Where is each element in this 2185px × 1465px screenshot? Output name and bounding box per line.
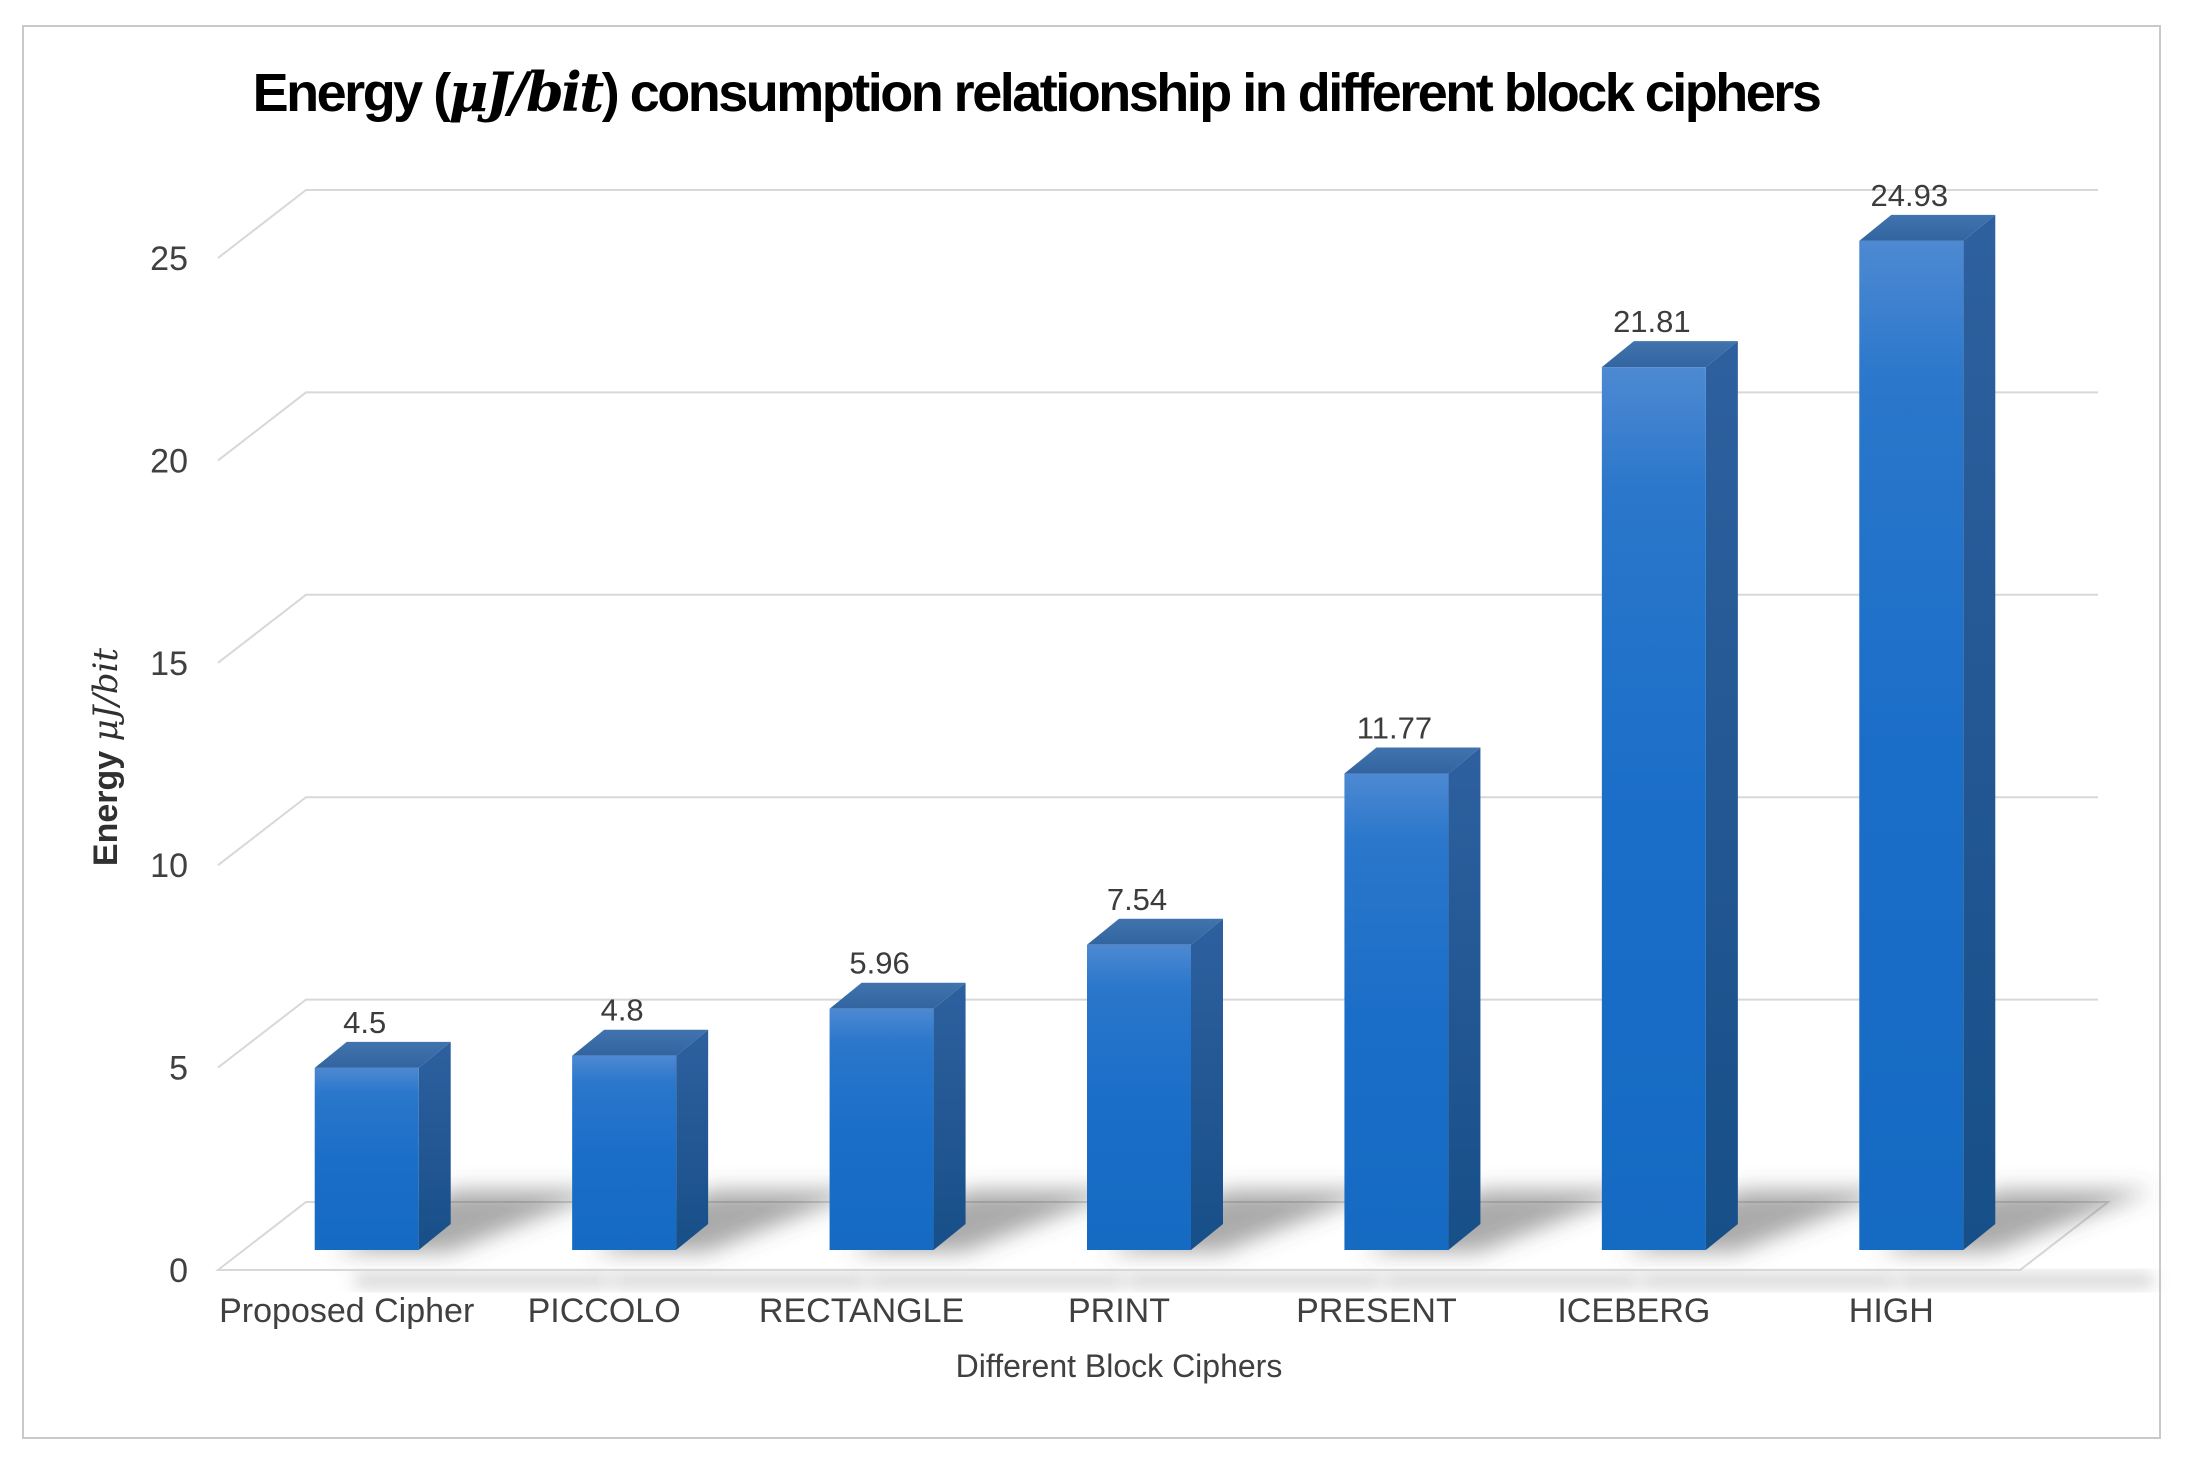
x-category-label: HIGH (1849, 1292, 1934, 1330)
bar-under-floor-shadow (1641, 1274, 1896, 1287)
chart-title-math: μJ/bit (448, 60, 605, 124)
data-label: 11.77 (1357, 711, 1432, 746)
data-label: 21.81 (1613, 304, 1691, 339)
bar-top-face (1087, 918, 1223, 945)
x-category-label: Proposed Cipher (219, 1292, 474, 1330)
bar-top-face (829, 982, 966, 1009)
chart-title: Energy (μJ/bit) consumption relationship… (160, 60, 1912, 124)
gridline (217, 998, 2098, 1069)
bar-side-face (1191, 918, 1223, 1250)
data-label: 4.8 (601, 993, 644, 1028)
y-tick-label: 5 (169, 1050, 188, 1088)
data-label: 24.93 (1870, 178, 1948, 213)
bar-front-face (1344, 773, 1449, 1250)
bar-side-face (418, 1041, 451, 1250)
bar-front-face (314, 1067, 419, 1250)
y-tick-label: 25 (150, 240, 188, 278)
bar-top-face (1601, 341, 1738, 368)
bar-under-floor-shadow (869, 1274, 1124, 1287)
data-label: 5.96 (849, 946, 909, 981)
bar-0 (314, 1041, 451, 1250)
bar-under-floor-shadow (1899, 1274, 2154, 1287)
bar-top-face (572, 1029, 709, 1056)
gridline (217, 391, 2098, 462)
chart-title-text: Energy ( (252, 63, 452, 123)
x-category-label: PICCOLO (528, 1292, 681, 1330)
data-label: 7.54 (1107, 882, 1167, 917)
chart-title-text-after: ) consumption relationship in different … (601, 63, 1822, 123)
bar-front-face (829, 1008, 934, 1250)
data-label: 4.5 (343, 1005, 386, 1040)
bar-front-face (1859, 240, 1964, 1250)
y-axis-title: Energy μJ/bit (86, 648, 126, 867)
x-category-label: ICEBERG (1557, 1292, 1710, 1330)
bar-top-face (314, 1041, 451, 1068)
bar-under-floor-shadow (354, 1274, 609, 1287)
bar-5 (1601, 341, 1738, 1250)
x-category-label: PRESENT (1296, 1292, 1457, 1330)
x-axis-title: Different Block Ciphers (956, 1348, 1283, 1384)
x-category-label: RECTANGLE (759, 1292, 964, 1330)
bar-3 (1087, 918, 1223, 1250)
bar-4 (1344, 747, 1481, 1250)
bar-front-face (1601, 367, 1706, 1250)
y-tick-label: 10 (150, 847, 188, 885)
gridline (217, 189, 2098, 259)
x-category-label: PRINT (1068, 1292, 1170, 1330)
gridline (217, 593, 2098, 664)
bar-side-face (1448, 747, 1481, 1250)
bar-6 (1859, 214, 1996, 1250)
bar-side-face (676, 1029, 709, 1250)
bar-side-face (1963, 214, 1996, 1250)
bar-front-face (572, 1055, 677, 1250)
bar-side-face (933, 982, 966, 1250)
bar-side-face (1705, 341, 1738, 1250)
y-tick-label: 20 (150, 442, 188, 480)
bar-top-face (1344, 747, 1481, 774)
y-tick-label: 15 (150, 645, 188, 683)
y-tick-label: 0 (169, 1252, 188, 1290)
bar-1 (572, 1029, 709, 1250)
bar-top-face (1859, 214, 1996, 241)
bar-under-floor-shadow (1384, 1274, 1639, 1287)
bar-front-face (1087, 944, 1191, 1250)
bar-under-floor-shadow (612, 1274, 867, 1287)
bar-2 (829, 982, 966, 1250)
bar-under-floor-shadow (1127, 1274, 1381, 1287)
gridline (217, 796, 2098, 866)
